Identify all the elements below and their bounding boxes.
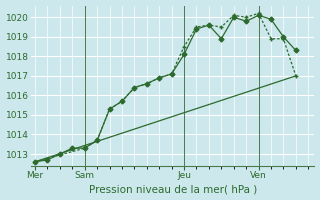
- X-axis label: Pression niveau de la mer( hPa ): Pression niveau de la mer( hPa ): [89, 184, 257, 194]
